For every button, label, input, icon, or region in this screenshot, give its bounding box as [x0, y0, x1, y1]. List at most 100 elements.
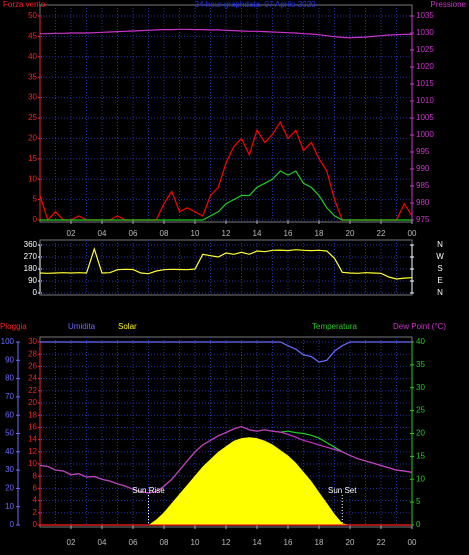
y-tick-label: 20: [28, 134, 37, 143]
legend-label: Solar: [118, 322, 137, 331]
y2-tick-label: 20: [416, 429, 425, 438]
x-tick-label: 08: [160, 538, 169, 547]
solar-area: [40, 437, 412, 525]
y-tick-label: 5: [33, 195, 38, 204]
x-tick-label: 04: [98, 229, 107, 238]
y-tick-label: 360: [24, 240, 38, 249]
y-tick-label: 40: [28, 52, 37, 61]
y3-tick-label: 70: [5, 392, 14, 401]
y2-axis-label: Pressione: [430, 0, 466, 9]
x-tick-label: 18: [315, 229, 324, 238]
x-tick-label: 04: [98, 538, 107, 547]
y3-tick-label: 30: [5, 465, 14, 474]
y-axis-label: Forza vento: [3, 0, 46, 9]
y3-tick-label: 50: [5, 429, 14, 438]
x-tick-label: 16: [284, 538, 293, 547]
y2-tick-label: 30: [416, 383, 425, 392]
y-tick-label: 4: [33, 496, 38, 505]
y3-tick-label: 60: [5, 410, 14, 419]
y2-tick-label: 985: [416, 181, 430, 190]
x-tick-label: 00: [408, 538, 417, 547]
y2-tick-label: E: [437, 276, 442, 285]
x-tick-label: 18: [315, 538, 324, 547]
y-tick-label: 35: [28, 72, 37, 81]
x-tick-label: 06: [129, 229, 138, 238]
y-tick-label: 180: [24, 264, 38, 273]
x-tick-label: 08: [160, 229, 169, 238]
y-tick-label: 0: [33, 215, 38, 224]
y-tick-label: 10: [28, 459, 37, 468]
y2-tick-label: 5: [416, 497, 421, 506]
series-line: [40, 170, 412, 221]
y-tick-label: 90: [28, 276, 37, 285]
y2-tick-label: 25: [416, 406, 425, 415]
x-tick-label: 06: [129, 538, 138, 547]
y2-tick-label: 0: [416, 520, 421, 529]
legend-label: Dew Point (°C): [393, 322, 446, 331]
y-tick-label: 30: [28, 93, 37, 102]
y-tick-label: 12: [28, 447, 37, 456]
y2-tick-label: N: [437, 288, 443, 297]
y-tick-label: 270: [24, 252, 38, 261]
legend-label: Temperatura: [312, 322, 357, 331]
y2-tick-label: N: [437, 240, 443, 249]
y2-tick-label: 975: [416, 215, 430, 224]
y-tick-label: 2: [33, 508, 38, 517]
y-tick-label: 25: [28, 113, 37, 122]
y3-tick-label: 80: [5, 374, 14, 383]
y-tick-label: 20: [28, 398, 37, 407]
y2-tick-label: 995: [416, 147, 430, 156]
x-tick-label: 16: [284, 229, 293, 238]
x-tick-label: 02: [67, 229, 76, 238]
y-tick-label: 15: [28, 154, 37, 163]
y2-tick-label: 1020: [416, 62, 434, 71]
y3-tick-label: 10: [5, 502, 14, 511]
chart-title: 24 hour graphdata: 07 Aprile 2020: [195, 0, 317, 9]
x-tick-label: 12: [222, 538, 231, 547]
y-tick-label: 14: [28, 435, 37, 444]
series-line: [39, 247, 413, 280]
y2-tick-label: S: [437, 264, 442, 273]
x-tick-label: 14: [253, 229, 262, 238]
x-tick-label: 00: [408, 229, 417, 238]
series-line: [40, 28, 412, 39]
y2-tick-label: 1030: [416, 28, 434, 37]
y3-tick-label: 0: [10, 520, 15, 529]
y2-tick-label: 1010: [416, 96, 434, 105]
x-tick-label: 20: [346, 538, 355, 547]
y2-tick-label: 40: [416, 337, 425, 346]
y-tick-label: 0: [33, 520, 38, 529]
y-tick-label: 28: [28, 349, 37, 358]
y3-tick-label: 90: [5, 355, 14, 364]
x-tick-label: 12: [222, 229, 231, 238]
y-tick-label: 22: [28, 386, 37, 395]
y-tick-label: 45: [28, 32, 37, 41]
y-tick-label: 16: [28, 423, 37, 432]
y2-tick-label: 1025: [416, 45, 434, 54]
legend-label: Pioggia: [0, 322, 27, 331]
y3-tick-label: 20: [5, 484, 14, 493]
x-tick-label: 02: [67, 538, 76, 547]
y-tick-label: 24: [28, 374, 37, 383]
x-tick-label: 22: [377, 229, 386, 238]
y-tick-label: 6: [33, 484, 38, 493]
y2-tick-label: 1035: [416, 11, 434, 20]
y-tick-label: 10: [28, 174, 37, 183]
y-tick-label: 50: [28, 11, 37, 20]
y2-tick-label: W: [436, 252, 444, 261]
x-tick-label: 10: [191, 229, 200, 238]
annotation: Sun Rise: [132, 486, 165, 495]
y2-tick-label: 1005: [416, 113, 434, 122]
y2-tick-label: 980: [416, 198, 430, 207]
annotation: Sun Set: [328, 486, 357, 495]
x-tick-label: 20: [346, 229, 355, 238]
y2-tick-label: 1000: [416, 130, 434, 139]
y-tick-label: 18: [28, 410, 37, 419]
y2-tick-label: 10: [416, 474, 425, 483]
x-tick-label: 22: [377, 538, 386, 547]
y3-tick-label: 40: [5, 447, 14, 456]
y2-tick-label: 35: [416, 360, 425, 369]
x-tick-label: 10: [191, 538, 200, 547]
